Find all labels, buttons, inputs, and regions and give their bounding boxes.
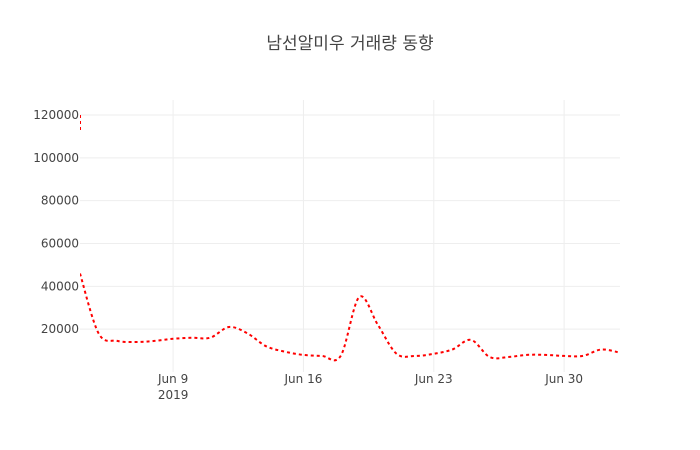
y-tick-label: 40000 — [41, 279, 79, 293]
grid — [80, 100, 620, 372]
x-tick-label: Jun 16 — [284, 372, 323, 386]
y-tick-label: 80000 — [41, 194, 79, 208]
x-axis: Jun 9 2019 Jun 16 Jun 23 Jun 30 — [157, 372, 583, 402]
x-tick-label: Jun 30 — [544, 372, 583, 386]
y-tick-label: 100000 — [33, 151, 79, 165]
y-tick-label: 60000 — [41, 236, 79, 250]
plot-area — [80, 115, 620, 362]
y-tick-label: 20000 — [41, 322, 79, 336]
x-tick-year-label: 2019 — [158, 388, 189, 402]
chart-title: 남선알미우 거래량 동향 — [266, 34, 433, 54]
series-line-1 — [80, 273, 620, 362]
y-axis: 20000 40000 60000 80000 100000 120000 — [33, 108, 79, 336]
x-tick-label: Jun 23 — [414, 372, 453, 386]
x-tick-label: Jun 9 — [157, 372, 188, 386]
y-tick-label: 120000 — [33, 108, 79, 122]
